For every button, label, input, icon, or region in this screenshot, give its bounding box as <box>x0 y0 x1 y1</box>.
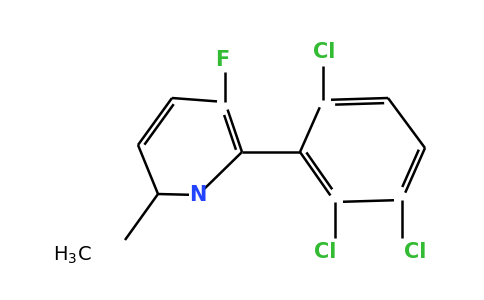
Text: Cl: Cl <box>404 242 426 262</box>
Text: Cl: Cl <box>313 42 335 62</box>
Text: N: N <box>189 185 207 205</box>
Text: F: F <box>215 50 229 70</box>
Text: H$_3$C: H$_3$C <box>53 244 91 266</box>
Text: Cl: Cl <box>314 242 336 262</box>
